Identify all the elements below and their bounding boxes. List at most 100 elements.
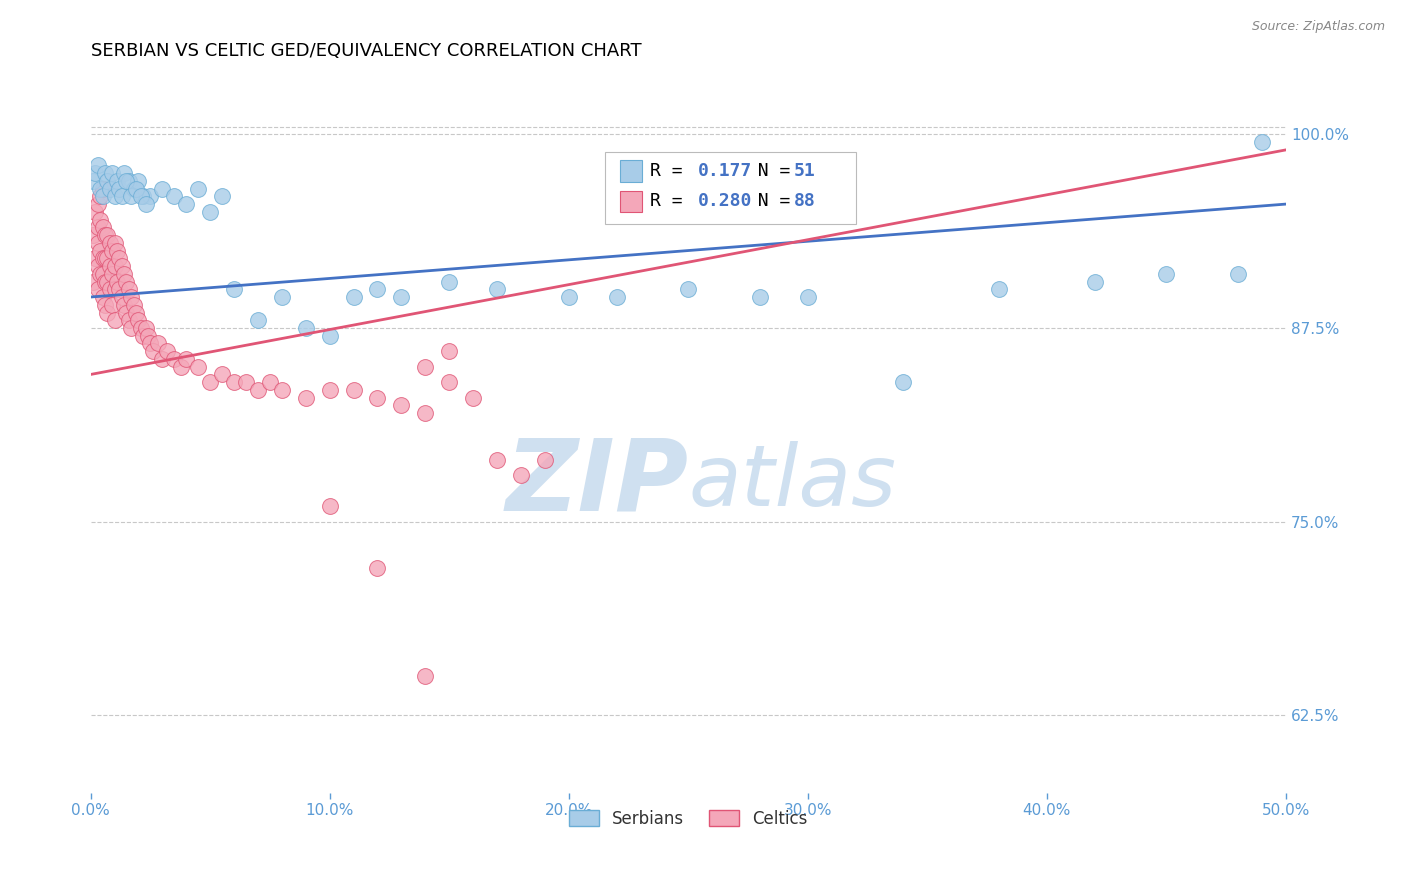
Point xyxy=(211,368,233,382)
Text: N =: N = xyxy=(737,162,801,180)
Point xyxy=(101,298,124,312)
Point xyxy=(98,181,121,195)
Point xyxy=(413,669,436,683)
Point xyxy=(174,197,197,211)
Point xyxy=(120,321,142,335)
Point xyxy=(103,313,125,327)
Point xyxy=(89,189,111,203)
Text: R =: R = xyxy=(650,193,693,211)
Point xyxy=(89,212,111,227)
Point xyxy=(103,189,125,203)
Point xyxy=(108,282,131,296)
Point xyxy=(198,375,221,389)
Point xyxy=(103,235,125,250)
Point xyxy=(413,406,436,420)
Point xyxy=(142,344,165,359)
Point xyxy=(108,181,131,195)
Point xyxy=(270,290,292,304)
Text: 51: 51 xyxy=(793,162,815,180)
Point xyxy=(606,290,628,304)
Point xyxy=(91,252,114,266)
Text: R =: R = xyxy=(650,162,693,180)
Point xyxy=(118,174,141,188)
Point xyxy=(89,267,111,281)
Point xyxy=(89,244,111,258)
Point xyxy=(135,321,157,335)
Point xyxy=(87,282,110,296)
Point xyxy=(174,351,197,366)
Point xyxy=(84,204,107,219)
Point xyxy=(342,290,364,304)
Point xyxy=(98,235,121,250)
Point xyxy=(342,383,364,397)
Point xyxy=(82,228,104,243)
Point xyxy=(91,181,114,195)
Point xyxy=(96,275,118,289)
Point xyxy=(439,344,461,359)
Point xyxy=(122,181,145,195)
Point xyxy=(139,336,162,351)
Point xyxy=(127,313,149,327)
Point xyxy=(318,499,340,513)
Point xyxy=(170,359,193,374)
Point xyxy=(156,344,179,359)
Point xyxy=(132,189,155,203)
Point xyxy=(87,197,110,211)
Point xyxy=(103,282,125,296)
Point xyxy=(139,189,162,203)
Point xyxy=(105,275,128,289)
Point xyxy=(98,259,121,273)
Point xyxy=(259,375,281,389)
Point xyxy=(893,375,915,389)
Point xyxy=(510,468,533,483)
Point xyxy=(87,158,110,172)
Point xyxy=(87,235,110,250)
Point xyxy=(389,290,412,304)
Text: Source: ZipAtlas.com: Source: ZipAtlas.com xyxy=(1251,20,1385,33)
Legend: Serbians, Celtics: Serbians, Celtics xyxy=(562,804,814,835)
Point xyxy=(101,244,124,258)
Point xyxy=(98,282,121,296)
Point xyxy=(120,189,142,203)
Point xyxy=(112,298,135,312)
Point xyxy=(94,228,117,243)
Point xyxy=(486,282,509,296)
Point xyxy=(235,375,257,389)
Point xyxy=(125,305,148,319)
Point xyxy=(112,267,135,281)
Point xyxy=(91,267,114,281)
Text: N =: N = xyxy=(737,193,801,211)
Point xyxy=(413,359,436,374)
Point xyxy=(105,174,128,188)
Point xyxy=(163,351,186,366)
Point xyxy=(115,174,138,188)
Point xyxy=(118,282,141,296)
Point xyxy=(1227,267,1250,281)
Point xyxy=(163,189,186,203)
Point xyxy=(246,313,269,327)
Point xyxy=(111,259,134,273)
Point xyxy=(678,282,700,296)
Point xyxy=(294,321,316,335)
Point xyxy=(132,328,155,343)
Point xyxy=(122,298,145,312)
Point xyxy=(87,220,110,235)
Text: SERBIAN VS CELTIC GED/EQUIVALENCY CORRELATION CHART: SERBIAN VS CELTIC GED/EQUIVALENCY CORREL… xyxy=(90,42,641,60)
Text: atlas: atlas xyxy=(689,442,896,524)
Point xyxy=(318,383,340,397)
Point xyxy=(439,375,461,389)
Point xyxy=(439,275,461,289)
Point xyxy=(94,275,117,289)
Point xyxy=(111,290,134,304)
Point xyxy=(366,391,388,405)
Point xyxy=(94,298,117,312)
Point xyxy=(129,189,152,203)
Point xyxy=(82,275,104,289)
Point xyxy=(222,375,245,389)
Point xyxy=(1084,275,1107,289)
Point xyxy=(115,305,138,319)
Point xyxy=(96,228,118,243)
Point xyxy=(558,290,581,304)
Point xyxy=(103,259,125,273)
Text: 0.177: 0.177 xyxy=(697,162,752,180)
